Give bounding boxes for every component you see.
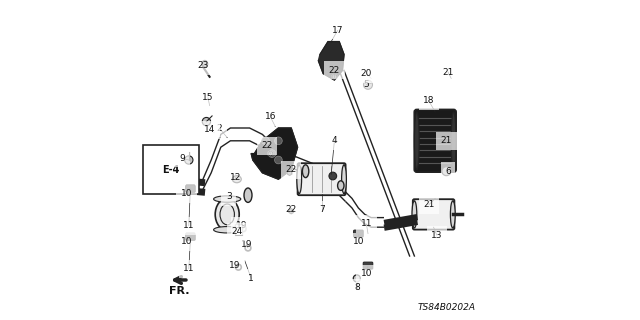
Circle shape <box>202 117 211 126</box>
Ellipse shape <box>214 227 241 233</box>
Circle shape <box>442 167 451 176</box>
Text: 12: 12 <box>230 173 241 182</box>
Ellipse shape <box>244 188 252 203</box>
FancyBboxPatch shape <box>236 224 243 235</box>
Polygon shape <box>287 170 292 175</box>
Text: 11: 11 <box>361 220 372 228</box>
FancyBboxPatch shape <box>186 185 195 192</box>
Circle shape <box>262 137 269 145</box>
Text: 22: 22 <box>285 165 297 174</box>
Text: 10: 10 <box>180 189 192 198</box>
Polygon shape <box>289 209 293 214</box>
Polygon shape <box>251 128 298 179</box>
Ellipse shape <box>451 112 456 170</box>
Text: 19: 19 <box>230 261 241 270</box>
Text: 22: 22 <box>285 205 297 214</box>
Text: 18: 18 <box>423 96 435 105</box>
Text: FR.: FR. <box>169 286 189 296</box>
FancyBboxPatch shape <box>186 233 195 240</box>
Text: 6: 6 <box>445 167 451 176</box>
Text: 10: 10 <box>361 269 372 278</box>
FancyBboxPatch shape <box>354 230 364 237</box>
Text: 21: 21 <box>423 200 435 209</box>
Text: E-4: E-4 <box>163 164 180 175</box>
Ellipse shape <box>342 165 346 194</box>
Text: 5: 5 <box>364 80 369 89</box>
Text: 22: 22 <box>262 141 273 150</box>
Circle shape <box>364 80 372 89</box>
Ellipse shape <box>451 201 455 228</box>
Text: 17: 17 <box>332 26 343 35</box>
Circle shape <box>329 172 337 180</box>
Text: 22: 22 <box>329 66 340 75</box>
Text: 19: 19 <box>241 240 252 249</box>
Circle shape <box>275 156 282 164</box>
Text: TS84B0202A: TS84B0202A <box>417 303 475 312</box>
Text: 13: 13 <box>431 231 442 240</box>
Text: 10: 10 <box>180 237 192 246</box>
Text: 8: 8 <box>354 284 360 292</box>
Text: 15: 15 <box>202 93 214 102</box>
Text: 21: 21 <box>442 68 454 76</box>
Text: 2: 2 <box>216 124 222 132</box>
Text: 19: 19 <box>236 221 247 230</box>
Ellipse shape <box>303 165 309 178</box>
Text: 11: 11 <box>183 264 195 273</box>
Text: 7: 7 <box>319 205 324 214</box>
Circle shape <box>185 156 193 164</box>
Text: 1: 1 <box>248 274 254 283</box>
Text: 4: 4 <box>332 136 337 145</box>
Text: 11: 11 <box>183 221 195 230</box>
Ellipse shape <box>214 196 241 202</box>
Ellipse shape <box>232 176 241 183</box>
Polygon shape <box>319 42 344 80</box>
Text: 23: 23 <box>198 61 209 70</box>
Ellipse shape <box>215 198 239 230</box>
Text: 10: 10 <box>353 237 364 246</box>
Polygon shape <box>332 74 337 79</box>
Text: 20: 20 <box>361 69 372 78</box>
Polygon shape <box>268 151 273 156</box>
Text: 14: 14 <box>204 125 215 134</box>
Ellipse shape <box>412 201 417 228</box>
Text: 21: 21 <box>441 136 452 145</box>
Ellipse shape <box>415 112 419 170</box>
Text: 24: 24 <box>231 228 243 236</box>
Ellipse shape <box>297 165 301 194</box>
FancyBboxPatch shape <box>298 163 346 195</box>
Text: 16: 16 <box>265 112 276 121</box>
FancyBboxPatch shape <box>414 109 456 172</box>
Ellipse shape <box>202 60 207 68</box>
Circle shape <box>268 150 276 157</box>
Circle shape <box>275 137 282 145</box>
Ellipse shape <box>338 181 344 190</box>
Text: 9: 9 <box>180 154 185 163</box>
Text: 3: 3 <box>226 192 232 201</box>
Ellipse shape <box>353 275 360 282</box>
FancyBboxPatch shape <box>364 262 372 269</box>
FancyBboxPatch shape <box>413 199 454 230</box>
